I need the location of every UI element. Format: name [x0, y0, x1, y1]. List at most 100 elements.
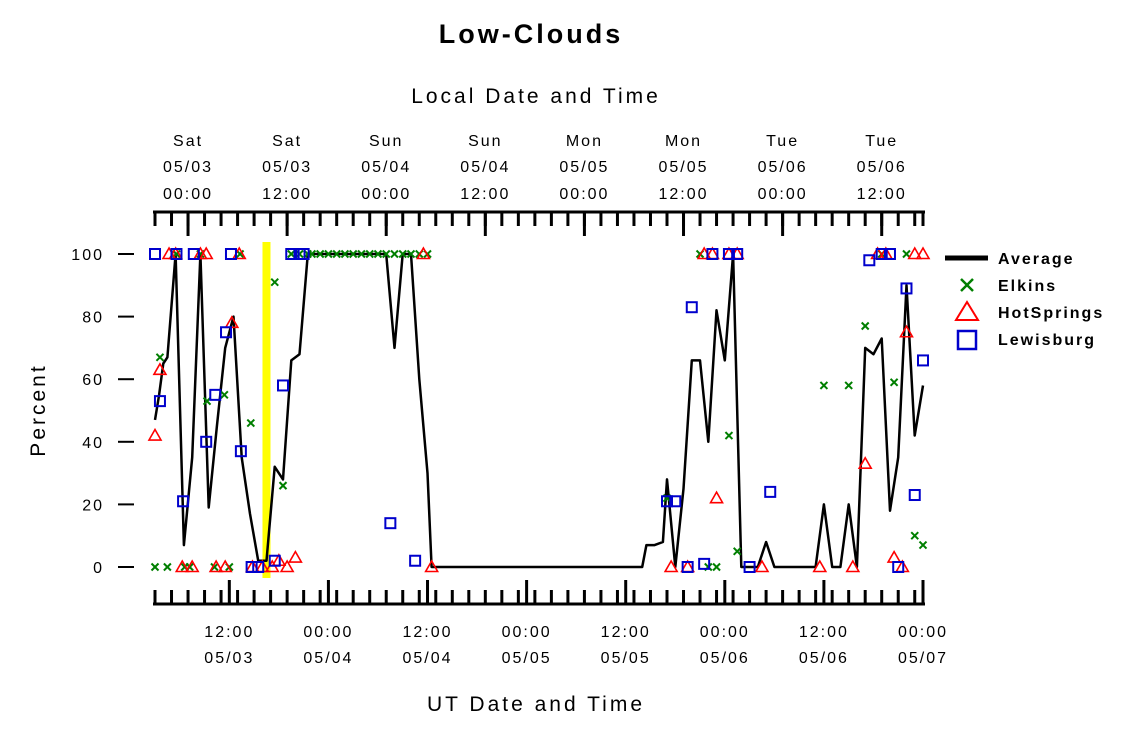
bottom-tick-label-time: 00:00 — [700, 624, 750, 641]
legend-label-lewisburg: Lewisburg — [998, 332, 1096, 349]
hotsprings-point — [915, 246, 931, 260]
average-line — [153, 252, 925, 569]
hotsprings-point — [899, 324, 914, 338]
lewisburg-point — [900, 282, 913, 295]
bottom-tick-label-date: 05/05 — [601, 650, 651, 667]
y-tick-label: 0 — [93, 560, 104, 577]
bottom-tick-label-time: 12:00 — [204, 624, 254, 641]
x-stroke — [365, 249, 374, 259]
hotsprings-point — [845, 559, 861, 573]
top-tick-label-day: Tue — [766, 133, 799, 150]
x-stroke — [902, 249, 911, 259]
elkins-point — [732, 547, 742, 556]
bottom-tick-label-date: 05/07 — [898, 650, 948, 667]
top-tick-label-time: 12:00 — [460, 186, 510, 203]
elkins-point — [150, 562, 160, 572]
lewisburg-point — [234, 445, 247, 458]
hotsprings-point — [857, 456, 873, 470]
bottom-tick-label-time: 12:00 — [601, 624, 651, 641]
x-stroke — [324, 249, 333, 259]
lewisburg-point — [224, 248, 237, 260]
top-tick-label-time: 00:00 — [361, 186, 411, 203]
lewisburg-point — [277, 379, 289, 392]
x-stroke — [960, 278, 974, 292]
x-stroke — [220, 390, 229, 400]
elkins-point — [373, 249, 383, 259]
x-stroke — [246, 418, 256, 428]
x-stroke — [910, 531, 919, 540]
bottom-tick-label-time: 12:00 — [799, 624, 849, 641]
lewisburg-point — [917, 354, 929, 367]
x-stroke — [382, 249, 391, 259]
hotsprings-point — [424, 559, 440, 573]
x-stroke — [270, 277, 279, 287]
hotsprings-point — [147, 427, 163, 441]
lewisburg-point — [177, 495, 190, 508]
x-stroke — [373, 249, 383, 259]
y-tick-label: 60 — [82, 372, 104, 389]
x-stroke — [398, 249, 407, 259]
x-stroke — [315, 249, 325, 259]
top-tick-label-day: Sun — [369, 133, 403, 150]
lewisburg-point — [883, 248, 896, 260]
x-stroke — [278, 481, 288, 490]
elkins-point — [365, 249, 374, 259]
lewisburg-point — [409, 554, 422, 567]
lewisburg-point — [681, 561, 694, 573]
elkins-point — [860, 321, 870, 331]
x-stroke — [406, 249, 416, 259]
lewisburg-point — [706, 248, 719, 260]
top-tick-label-time: 00:00 — [758, 186, 808, 203]
bottom-tick-label-date: 05/04 — [303, 650, 353, 667]
y-tick-label: 20 — [82, 497, 104, 514]
lewisburg-point — [200, 435, 213, 448]
top-tick-label-date: 05/03 — [262, 159, 312, 176]
elkins-point — [246, 418, 256, 428]
elkins-point — [332, 249, 341, 259]
bottom-tick-label-date: 05/04 — [402, 650, 452, 667]
elkins-point — [390, 249, 399, 259]
legend-item-elkins: Elkins — [960, 278, 1057, 295]
legend-label-hotsprings: HotSprings — [998, 305, 1104, 322]
x-stroke — [860, 321, 870, 331]
legend-item-average: Average — [945, 251, 1073, 268]
hotsprings-point — [174, 559, 190, 573]
x-stroke — [712, 562, 721, 572]
x-stroke — [390, 249, 399, 259]
lewisburg-point — [245, 561, 258, 573]
y-tick-label: 100 — [71, 247, 104, 264]
top-tick-label-date: 05/05 — [559, 159, 609, 176]
elkins-point — [315, 249, 325, 259]
lewisburg-point — [661, 495, 673, 508]
hotsprings-point — [812, 559, 828, 573]
lewisburg-point — [209, 388, 222, 401]
hotsprings-point — [663, 559, 679, 573]
hotsprings-point — [208, 559, 224, 573]
bottom-tick-label-date: 05/03 — [204, 650, 254, 667]
lewisburg-point — [384, 517, 397, 530]
x-stroke — [918, 540, 928, 550]
elkins-point — [398, 249, 407, 259]
bottom-tick-label-date: 05/06 — [700, 650, 750, 667]
top-tick-label-day: Sun — [468, 133, 502, 150]
x-stroke — [889, 378, 899, 387]
chart-title: Low-Clouds — [439, 19, 623, 49]
legend-swatch-elkins — [960, 278, 974, 292]
hotsprings-point — [754, 559, 770, 573]
lewisburg-point — [220, 326, 233, 339]
elkins-point — [844, 381, 853, 390]
elkins-point — [918, 540, 928, 550]
x-stroke — [348, 249, 358, 259]
top-tick-label-date: 05/05 — [658, 159, 708, 176]
x-stroke — [155, 353, 165, 362]
elkins-point — [278, 481, 288, 490]
lewisburg-point — [875, 248, 888, 260]
lewisburg-point — [170, 248, 183, 260]
bottom-tick-label-time: 00:00 — [303, 624, 353, 641]
legend-label-elkins: Elkins — [998, 278, 1057, 295]
lewisburg-point — [268, 554, 281, 567]
x-stroke — [235, 249, 245, 259]
x-stroke — [844, 381, 853, 390]
highlight-band — [262, 242, 271, 578]
